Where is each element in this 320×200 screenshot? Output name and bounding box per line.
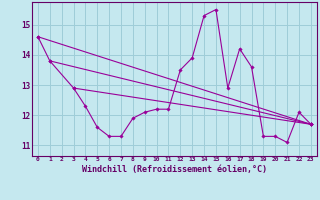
X-axis label: Windchill (Refroidissement éolien,°C): Windchill (Refroidissement éolien,°C) <box>82 165 267 174</box>
